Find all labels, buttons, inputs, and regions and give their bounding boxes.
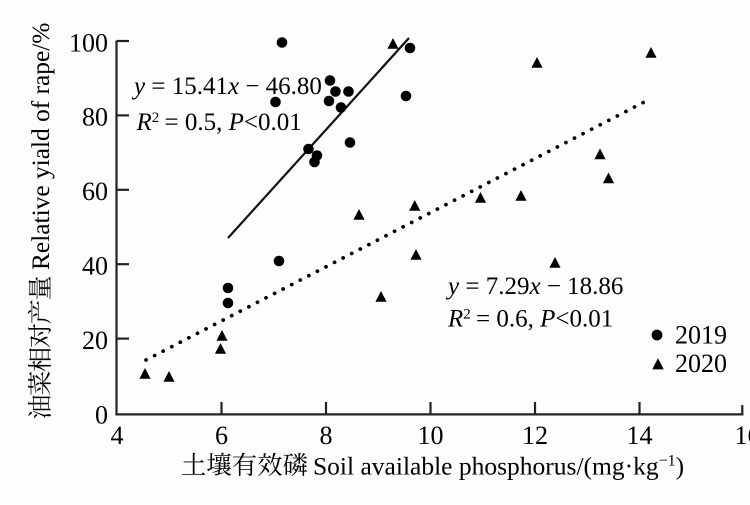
svg-text:0: 0 (95, 400, 108, 429)
svg-text:2020: 2020 (675, 349, 727, 378)
svg-text:10: 10 (418, 421, 444, 450)
svg-text:100: 100 (69, 28, 108, 57)
svg-text:12: 12 (522, 421, 548, 450)
svg-text:20: 20 (82, 326, 108, 355)
svg-text:6: 6 (215, 421, 228, 450)
svg-text:Relative yiald of rape/%: Relative yiald of rape/% (27, 23, 55, 270)
svg-text:80: 80 (82, 103, 108, 132)
svg-text:R2 = 0.5, P<0.01: R2 = 0.5, P<0.01 (136, 109, 302, 136)
svg-text:2019: 2019 (675, 321, 727, 350)
svg-text:4: 4 (111, 421, 124, 450)
svg-text:40: 40 (82, 252, 108, 281)
svg-text:Soil available phosphorus/(mg·: Soil available phosphorus/(mg·kg−1) (313, 452, 684, 481)
svg-text:60: 60 (82, 177, 108, 206)
svg-text:8: 8 (320, 421, 333, 450)
svg-text:R2 = 0.6, P<0.01: R2 = 0.6, P<0.01 (447, 306, 613, 333)
svg-text:14: 14 (627, 421, 653, 450)
svg-text:y = 15.41x − 46.80: y = 15.41x − 46.80 (131, 73, 322, 100)
svg-text:16: 16 (735, 421, 750, 450)
svg-text:y = 7.29x − 18.86: y = 7.29x − 18.86 (445, 273, 623, 300)
